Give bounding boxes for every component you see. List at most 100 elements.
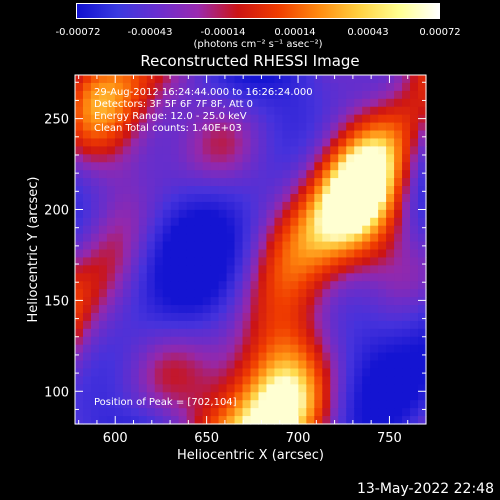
- heatmap-cell: [122, 305, 132, 314]
- heatmap-cell: [114, 320, 124, 330]
- heatmap-cell: [418, 360, 427, 370]
- heatmap-cell: [90, 257, 100, 266]
- heatmap-cell: [130, 320, 140, 330]
- heatmap-cell: [330, 384, 339, 393]
- heatmap-cell: [178, 312, 188, 322]
- heatmap-cell: [218, 75, 228, 84]
- heatmap-cell: [370, 154, 379, 163]
- heatmap-cell: [258, 233, 268, 243]
- heatmap-cell: [234, 75, 244, 84]
- heatmap-cell: [314, 98, 323, 108]
- heatmap-cell: [202, 352, 212, 362]
- heatmap-cell: [378, 130, 387, 140]
- heatmap-cell: [410, 336, 419, 346]
- heatmap-cell: [306, 360, 315, 370]
- colorbar-tick-label: 0.00072: [419, 27, 461, 38]
- heatmap-cell: [242, 75, 252, 84]
- heatmap-cell: [154, 408, 164, 417]
- heatmap-cell: [322, 376, 331, 385]
- heatmap-cell: [298, 400, 307, 409]
- heatmap-cell: [274, 352, 284, 362]
- heatmap-cell: [298, 106, 307, 116]
- heatmap-cell: [90, 82, 100, 92]
- heatmap-cell: [274, 146, 284, 155]
- heatmap-cell: [218, 138, 228, 147]
- heatmap-cell: [394, 114, 403, 124]
- heatmap-cell: [338, 217, 347, 227]
- heatmap-cell: [410, 82, 419, 92]
- heatmap-cell: [98, 297, 108, 306]
- heatmap-cell: [170, 344, 180, 354]
- heatmap-cell: [258, 114, 268, 124]
- heatmap-cell: [90, 130, 100, 140]
- heatmap-cell: [378, 265, 387, 274]
- heatmap-cell: [194, 217, 204, 227]
- heatmap-cell: [410, 289, 419, 298]
- heatmap-cell: [354, 241, 363, 251]
- heatmap-cell: [346, 273, 355, 282]
- heatmap-cell: [290, 98, 299, 108]
- heatmap-cell: [234, 273, 244, 282]
- heatmap-cell: [378, 320, 387, 330]
- heatmap-cell: [106, 312, 116, 322]
- heatmap-cell: [378, 146, 387, 155]
- heatmap-cell: [410, 130, 419, 140]
- heatmap-cell: [274, 312, 284, 322]
- heatmap-cell: [114, 225, 124, 235]
- heatmap-cell: [242, 170, 252, 179]
- heatmap-cell: [338, 90, 347, 100]
- y-tick-label: 200: [44, 204, 69, 219]
- heatmap-cell: [394, 233, 403, 243]
- heatmap-cell: [354, 122, 363, 132]
- heatmap-cell: [138, 90, 148, 100]
- heatmap-cell: [370, 233, 379, 243]
- heatmap-cell: [186, 297, 196, 306]
- heatmap-cell: [314, 201, 323, 211]
- heatmap-cell: [154, 82, 164, 92]
- heatmap-cell: [170, 360, 180, 370]
- heatmap-cell: [162, 336, 172, 346]
- heatmap-cell: [194, 241, 204, 251]
- heatmap-cell: [114, 305, 124, 314]
- heatmap-cell: [298, 75, 307, 84]
- heatmap-cell: [394, 416, 403, 425]
- heatmap-cell: [202, 130, 212, 140]
- heatmap-cell: [210, 154, 220, 163]
- heatmap-cell: [402, 154, 411, 163]
- heatmap-cell: [274, 273, 284, 282]
- heatmap-cell: [258, 98, 268, 108]
- heatmap-cell: [106, 289, 116, 298]
- heatmap-cell: [402, 257, 411, 266]
- heatmap-cell: [170, 328, 180, 338]
- heatmap-cell: [378, 114, 387, 124]
- heatmap-cell: [186, 170, 196, 179]
- heatmap-cell: [122, 170, 132, 179]
- heatmap-cell: [322, 400, 331, 409]
- heatmap-cell: [410, 368, 419, 378]
- heatmap-cell: [106, 201, 116, 211]
- heatmap-cell: [402, 233, 411, 243]
- heatmap-cell: [114, 289, 124, 298]
- heatmap-cell: [298, 193, 307, 203]
- heatmap-cell: [170, 186, 180, 195]
- heatmap-cell: [394, 257, 403, 266]
- heatmap-cell: [146, 122, 156, 132]
- heatmap-cell: [290, 82, 299, 92]
- heatmap-cell: [82, 416, 92, 425]
- heatmap-cell: [154, 328, 164, 338]
- heatmap-cell: [386, 162, 395, 171]
- heatmap-cell: [170, 249, 180, 259]
- heatmap-cell: [170, 225, 180, 235]
- heatmap-cell: [90, 241, 100, 251]
- heatmap-cell: [210, 289, 220, 298]
- heatmap-cell: [298, 305, 307, 314]
- heatmap-cell: [75, 186, 84, 195]
- heatmap-cell: [218, 328, 228, 338]
- heatmap-cell: [210, 146, 220, 155]
- heatmap-cell: [418, 273, 427, 282]
- heatmap-cell: [226, 320, 236, 330]
- heatmap-cell: [226, 408, 236, 417]
- heatmap-cell: [290, 257, 299, 266]
- heatmap-cell: [402, 328, 411, 338]
- heatmap-cell: [162, 138, 172, 147]
